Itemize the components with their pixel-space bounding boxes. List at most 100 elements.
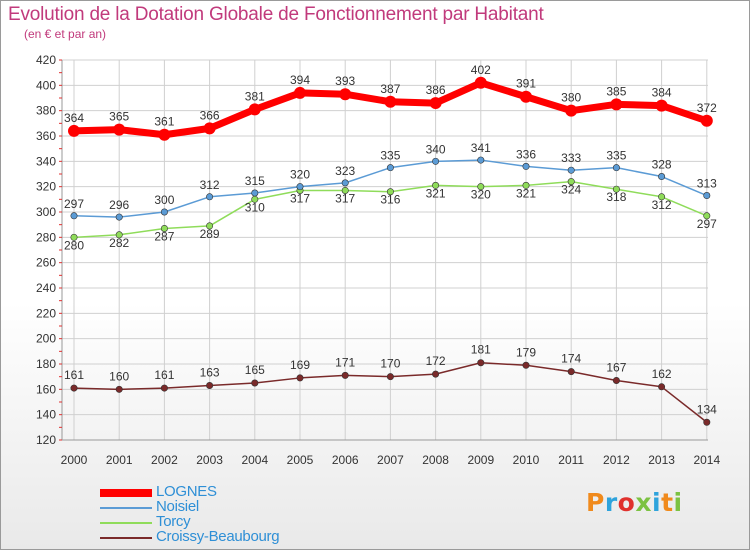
data-label: 312 (200, 178, 220, 192)
data-label: 341 (471, 141, 491, 155)
data-point (386, 373, 394, 381)
data-point (612, 164, 620, 172)
data-label: 315 (245, 174, 265, 188)
legend-label-croissy-beaubourg: Croissy-Beaubourg (156, 528, 280, 545)
data-point (115, 385, 123, 393)
data-point (477, 156, 485, 164)
y-tick-label: 400 (36, 78, 56, 92)
legend-label-noisiel: Noisiel (156, 498, 199, 515)
data-point (160, 224, 168, 232)
data-point (703, 418, 711, 426)
data-label: 323 (335, 164, 355, 178)
data-point (248, 103, 261, 116)
data-point (158, 128, 171, 141)
x-tick-label: 2009 (467, 453, 494, 467)
data-label: 393 (335, 74, 355, 88)
data-point (658, 173, 666, 181)
data-label: 297 (697, 217, 717, 231)
data-label: 366 (200, 108, 220, 122)
data-point (567, 166, 575, 174)
data-point (432, 181, 440, 189)
x-tick-label: 2010 (513, 453, 540, 467)
legend-label-lognes: LOGNES (156, 483, 217, 500)
data-label: 162 (652, 367, 672, 381)
legend-swatch-torcy (100, 522, 152, 524)
data-label: 163 (200, 366, 220, 380)
data-label: 340 (426, 142, 446, 156)
data-point (429, 97, 442, 110)
x-tick-label: 2003 (196, 453, 223, 467)
x-tick-label: 2008 (422, 453, 449, 467)
data-point (520, 90, 532, 103)
data-label: 380 (561, 91, 581, 105)
data-label: 181 (471, 343, 491, 357)
data-label: 171 (335, 355, 355, 369)
data-label: 169 (290, 358, 310, 372)
data-point (206, 382, 214, 390)
legend-swatch-croissy-beaubourg (100, 537, 152, 539)
data-label: 289 (200, 227, 220, 241)
data-point (341, 186, 349, 194)
data-point (565, 104, 578, 117)
data-point (341, 371, 349, 379)
data-label: 296 (109, 198, 129, 212)
data-point (655, 99, 668, 112)
data-label: 386 (426, 83, 446, 97)
data-label: 161 (154, 368, 174, 382)
data-label: 384 (652, 86, 672, 100)
data-point (206, 193, 214, 201)
y-tick-label: 180 (36, 357, 56, 371)
x-tick-label: 2004 (241, 453, 268, 467)
chart-title: Evolution de la Dotation Globale de Fonc… (8, 4, 544, 25)
y-tick-label: 380 (36, 104, 56, 118)
data-point (612, 185, 620, 193)
legend-swatch-noisiel (100, 507, 152, 509)
data-point (386, 164, 394, 172)
data-label: 165 (245, 363, 265, 377)
y-tick-label: 280 (36, 230, 56, 244)
data-label: 318 (606, 190, 626, 204)
data-label: 387 (380, 82, 400, 96)
data-point (386, 188, 394, 196)
data-label: 316 (380, 193, 400, 207)
data-point (339, 88, 352, 101)
data-label: 174 (561, 352, 581, 366)
data-point (700, 114, 713, 127)
x-tick-label: 2006 (332, 453, 359, 467)
y-tick-label: 360 (36, 129, 56, 143)
data-point (341, 179, 349, 187)
data-label: 333 (561, 151, 581, 165)
y-tick-label: 160 (36, 382, 56, 396)
proxiti-logo: Proxiti (586, 488, 683, 517)
data-point (522, 181, 530, 189)
data-point (70, 384, 78, 392)
data-point (432, 157, 440, 165)
data-label: 385 (606, 84, 626, 98)
y-tick-label: 340 (36, 154, 56, 168)
data-point (474, 76, 487, 89)
y-tick-label: 200 (36, 332, 56, 346)
data-point (113, 123, 126, 136)
x-tick-label: 2005 (287, 453, 314, 467)
x-tick-label: 2011 (558, 453, 584, 467)
data-label: 179 (516, 345, 536, 359)
chart-subtitle: (en € et par an) (24, 27, 107, 41)
x-tick-label: 2001 (106, 453, 133, 467)
data-label: 328 (652, 158, 672, 172)
y-tick-label: 120 (36, 433, 56, 447)
x-tick-label: 2007 (377, 453, 404, 467)
data-point (203, 122, 216, 135)
data-point (70, 233, 78, 241)
y-tick-label: 320 (36, 180, 56, 194)
data-point (68, 124, 80, 137)
data-point (522, 162, 530, 170)
data-point (703, 212, 711, 220)
data-point (658, 383, 666, 391)
data-label: 321 (426, 186, 446, 200)
data-label: 313 (697, 177, 717, 191)
y-tick-label: 240 (36, 281, 56, 295)
x-tick-label: 2012 (603, 453, 630, 467)
data-label: 317 (290, 191, 310, 205)
data-point (567, 178, 575, 186)
